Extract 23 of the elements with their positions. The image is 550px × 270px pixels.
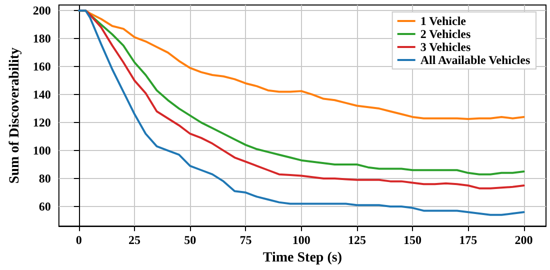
x-axis-title: Time Step (s) [262, 250, 342, 266]
legend-label: 2 Vehicles [420, 27, 471, 41]
y-tick-label: 200 [32, 4, 51, 18]
y-axis-title: Sum of Discoverability [8, 47, 22, 184]
y-tick-label: 140 [32, 88, 51, 102]
y-tick-label: 180 [32, 32, 51, 46]
legend-label: All Available Vehicles [420, 53, 530, 67]
y-tick-label: 160 [32, 60, 51, 74]
legend-label: 3 Vehicles [420, 40, 471, 54]
y-tick-label: 100 [32, 144, 51, 158]
y-tick-label: 120 [32, 116, 51, 130]
x-tick-label: 200 [514, 233, 533, 248]
x-tick-label: 150 [404, 233, 422, 248]
x-tick-label: 75 [240, 233, 252, 248]
x-tick-label: 100 [292, 233, 310, 248]
x-tick-label: 125 [348, 233, 366, 248]
x-tick-label: 25 [128, 233, 141, 248]
x-tick-label: 0 [76, 233, 82, 248]
legend-label: 1 Vehicle [420, 14, 467, 28]
y-tick-label: 80 [38, 172, 51, 186]
y-tick-label: 60 [38, 200, 51, 214]
x-tick-label: 50 [184, 233, 196, 248]
x-tick-label: 175 [459, 233, 478, 248]
